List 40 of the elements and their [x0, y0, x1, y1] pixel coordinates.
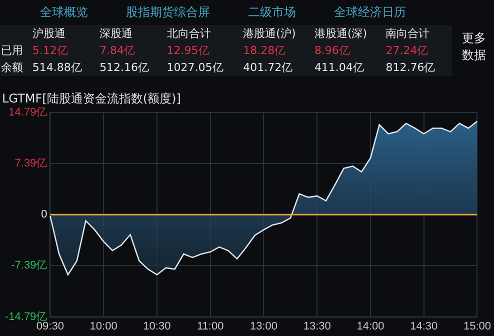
x-tick-label: 10:00: [90, 320, 118, 332]
text: 股指期货综合屏: [126, 4, 210, 20]
text: 12.95亿: [166, 44, 210, 57]
y-tick-label: -7.39亿: [11, 260, 48, 272]
category-label: 南向合计: [384, 26, 431, 42]
x-tick-label: 11:00: [196, 320, 224, 332]
category-label: 已用: [1, 44, 23, 57]
x-tick-label: 15:00: [463, 320, 491, 332]
text: 7.84亿: [100, 44, 136, 57]
text: 27.24亿: [386, 44, 428, 57]
text: 全球概览: [40, 4, 88, 20]
text: 更多数据: [461, 30, 487, 64]
text: 401.72亿: [243, 61, 293, 74]
text: 二级市场: [248, 4, 296, 20]
x-tick-label: 10:30: [143, 320, 171, 332]
text: 18.28亿: [243, 44, 286, 57]
text: 514.88亿: [32, 61, 82, 74]
text: 411.04亿: [314, 61, 364, 74]
text: 8.96亿: [314, 44, 350, 57]
category-label: 港股通(沪): [242, 26, 297, 42]
category-label: 港股通(深): [313, 26, 368, 42]
text: 812.76亿: [386, 61, 436, 74]
category-label: 深股通: [98, 26, 134, 42]
text: 全球经济日历: [334, 4, 406, 20]
y-tick-label: -14.79亿: [4, 310, 48, 323]
x-tick-label: 14:00: [356, 320, 384, 332]
y-tick-label: 0: [41, 208, 48, 221]
category-label: 沪股通: [31, 26, 66, 42]
text: 5.12亿: [32, 44, 68, 57]
category-label: 北向合计: [166, 26, 212, 42]
x-tick-label: 13:00: [250, 320, 278, 332]
x-tick-label: 13:30: [303, 320, 331, 332]
chart-title: LGTMF[陆股通资金流指数(额度)]: [2, 91, 181, 106]
y-tick-label: 7.39亿: [14, 158, 48, 170]
x-tick-label: 09:30: [36, 320, 64, 332]
x-tick-label: 14:30: [410, 320, 438, 332]
category-label: 余额: [1, 61, 23, 74]
text: 1027.05亿: [166, 61, 224, 74]
text: 512.16亿: [100, 61, 150, 74]
y-tick-label: 14.79亿: [8, 106, 48, 118]
